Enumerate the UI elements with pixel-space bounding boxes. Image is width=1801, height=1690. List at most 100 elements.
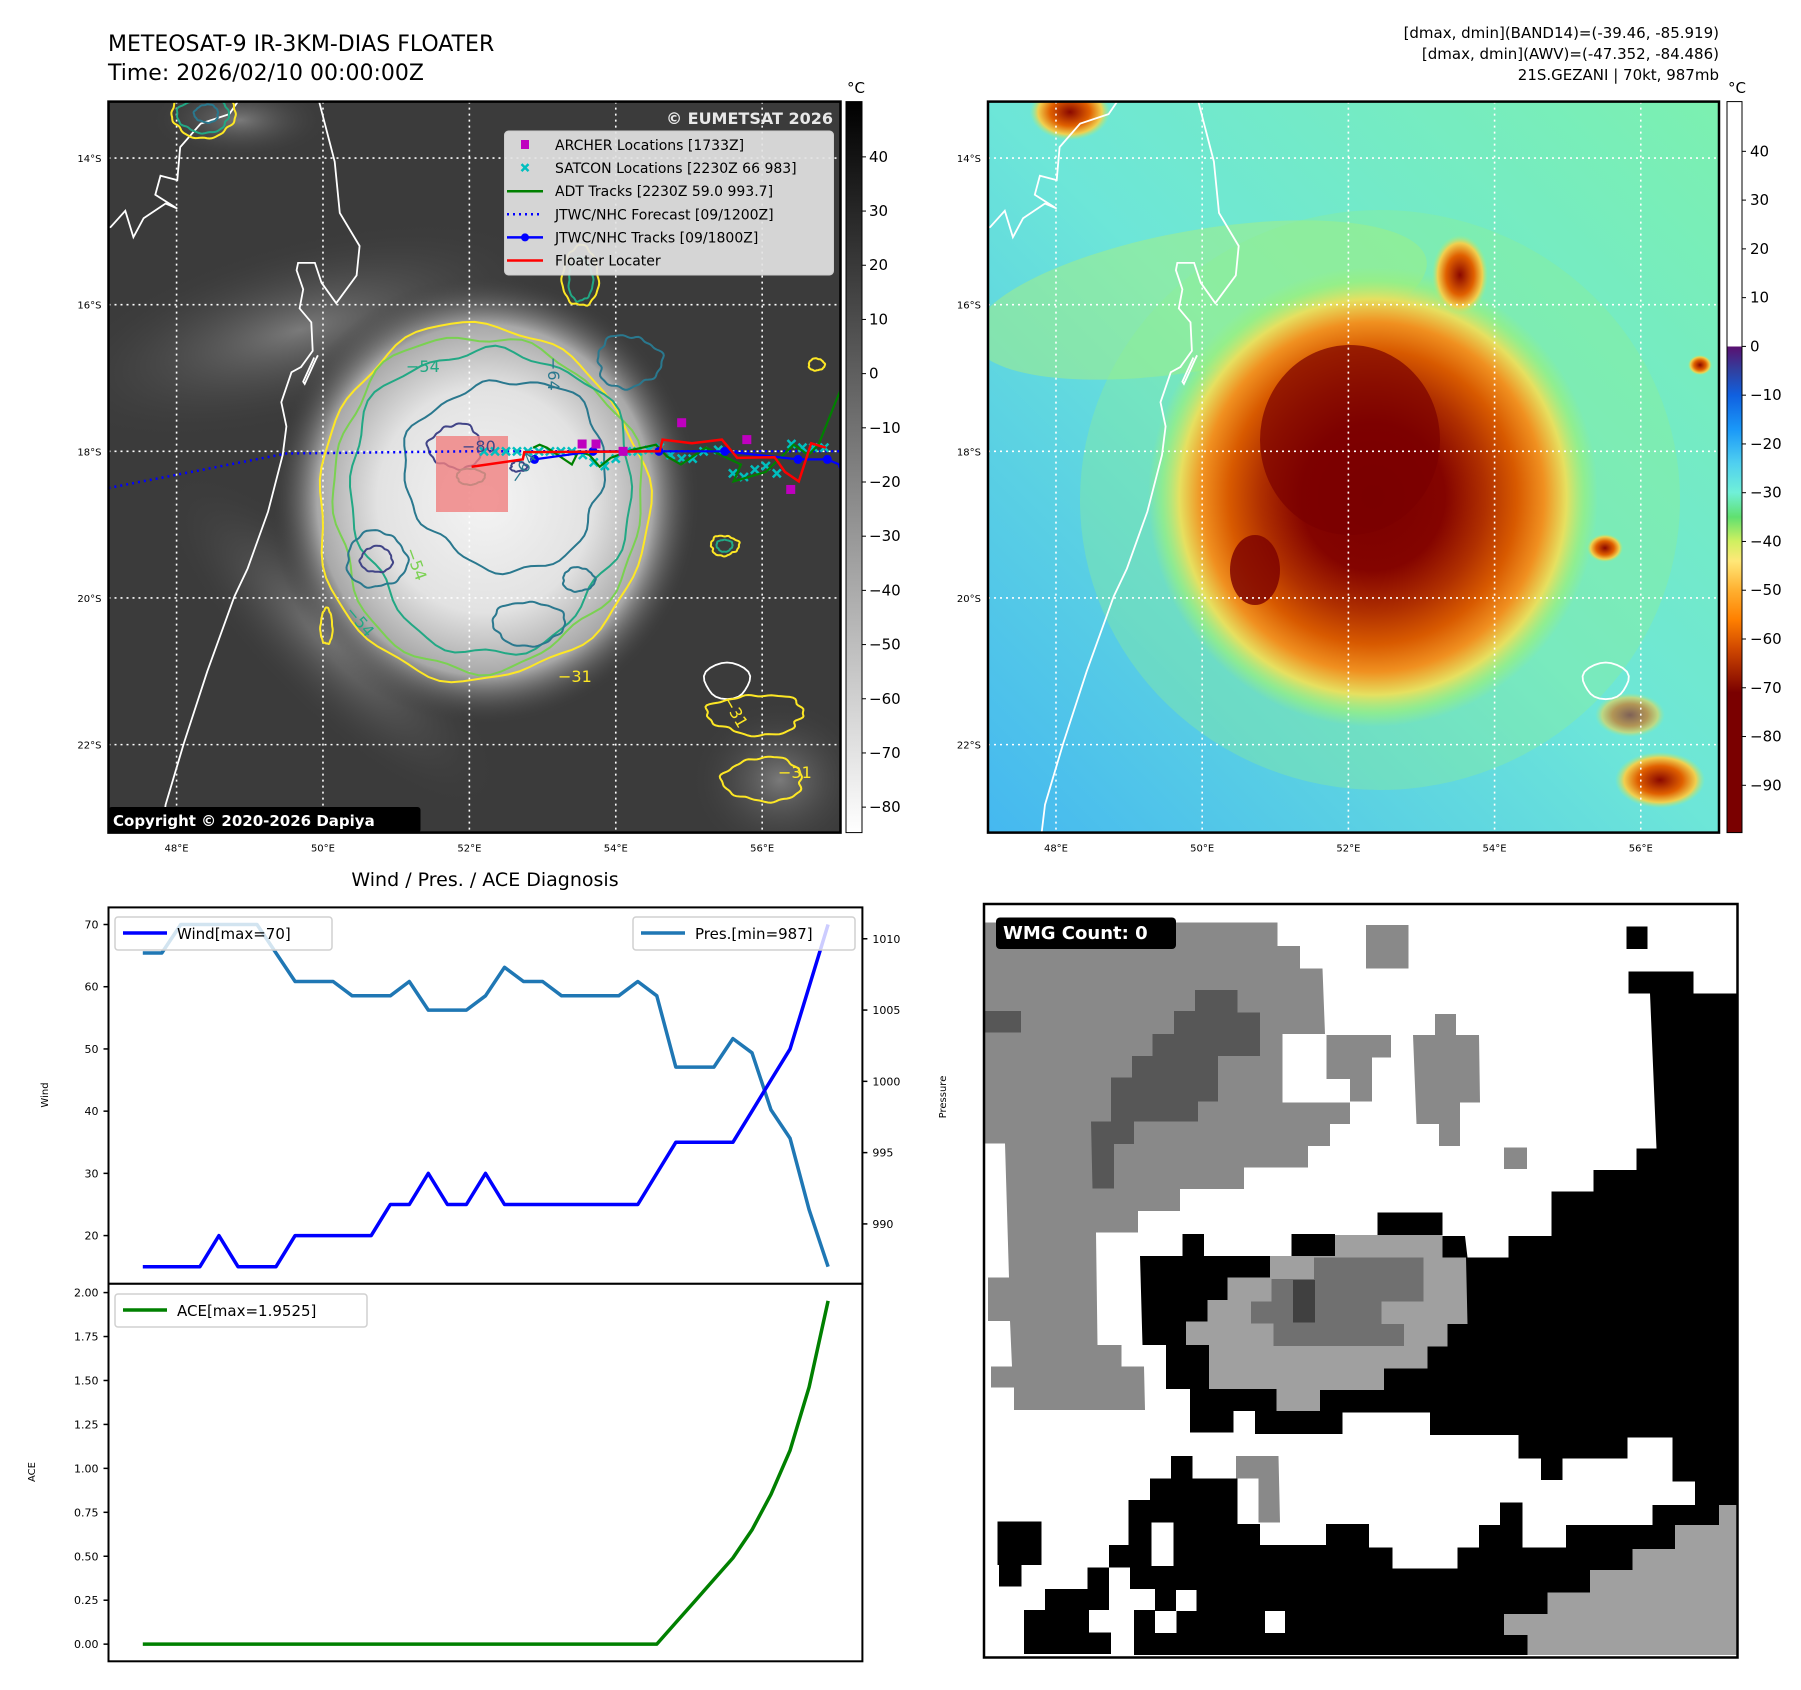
lon-tick-label: 50°E: [311, 844, 335, 855]
colorbar-tick-label: −10: [869, 419, 901, 437]
colorbar-tick-label: −70: [1750, 679, 1782, 697]
colorbar-tick-label: −20: [869, 473, 901, 491]
jtwc-track-point: [822, 454, 832, 464]
lat-tick-label: 16°S: [957, 301, 981, 312]
colorbar-tick-label: −70: [869, 744, 901, 762]
legend-item: JTWC/NHC Forecast [09/1200Z]: [507, 207, 774, 223]
colorbar-tick-label: 40: [1750, 142, 1769, 160]
map-legend: ARCHER Locations [1733Z] SATCON Locations…: [504, 130, 834, 276]
pressure-axis-label: Pressure: [938, 1076, 949, 1119]
colorbar-tick-label: −60: [1750, 630, 1782, 648]
coastline-segment: [302, 354, 319, 386]
archer-marker: [786, 484, 796, 494]
colorbar-tick-label: −30: [1750, 484, 1782, 502]
ace-tick-label: 0.25: [74, 1594, 99, 1607]
contour-line: [318, 320, 653, 684]
contour-line: [491, 600, 567, 648]
adt-track: [532, 387, 841, 484]
map-gridlines: [988, 101, 1719, 833]
colorbar-tick-label: −50: [1750, 581, 1782, 599]
colorbar-tick-label: −80: [1750, 728, 1782, 746]
lon-tick-label: 54°E: [604, 844, 628, 855]
figure-title: METEOSAT-9 IR-3KM-DIAS FLOATER: [108, 32, 494, 57]
ace-tick-label: 1.50: [74, 1374, 99, 1387]
ace-tick-label: 1.00: [74, 1462, 99, 1475]
copyright-box: [108, 807, 421, 833]
coastline: [988, 101, 1630, 833]
satcon-marker: [512, 446, 522, 457]
legend-item: SATCON Locations [2230Z 66 983]: [520, 161, 797, 177]
jtwc-track-point: [720, 446, 730, 456]
temperature-contours: [170, 101, 827, 804]
lat-tick-label: 14°S: [957, 154, 981, 165]
contour-line: [718, 755, 803, 804]
contour-line: [704, 693, 805, 738]
awv-range-text: [dmax, dmin](AWV)=(-47.352, -84.486): [1422, 45, 1719, 63]
band14-range-text: [dmax, dmin](BAND14)=(-39.46, -85.919): [1404, 24, 1719, 42]
pressure-tick-label: 1010: [872, 933, 900, 946]
contour-label: −64: [544, 357, 563, 391]
colorbar-tick-label: 10: [869, 310, 888, 328]
awv-map[interactable]: [961, 84, 1721, 847]
cloud-band: [690, 700, 841, 833]
satcon-marker: [599, 461, 610, 471]
left-map-axis-labels: 48°E 50°E 52°E 54°E 56°E 14°S 16°S 18°S 20°S 22°S: [77, 154, 774, 855]
lat-tick-label: 22°S: [957, 741, 981, 752]
map-frame: [986, 100, 1721, 834]
chart-legend: Pres.[min=987]: [632, 916, 856, 951]
wind-tick-label: 50: [85, 1043, 99, 1056]
colorbar-tick-label: −90: [1750, 776, 1782, 794]
legend-item: ADT Tracks [2230Z 59.0 993.7]: [507, 184, 773, 200]
colorbar-tick-label: 10: [1750, 289, 1769, 307]
wind-tick-label: 70: [85, 919, 99, 932]
storm-info-text: 21S.GEZANI | 70kt, 987mb: [1518, 66, 1719, 84]
jtwc-track-point: [793, 454, 803, 464]
ace-series-line: [142, 1300, 830, 1646]
satcon-marker: [490, 446, 500, 457]
ace-tick-label: 1.75: [74, 1331, 99, 1344]
colorbar-tick-label: 30: [1750, 191, 1769, 209]
ace-tick-label: 1.25: [74, 1418, 99, 1431]
archer-marker: [742, 435, 752, 445]
coastline-segment: [161, 101, 361, 833]
legend-label: Wind[max=70]: [177, 925, 291, 943]
satcon-marker: [501, 446, 511, 457]
legend-label: ARCHER Locations [1733Z]: [555, 138, 744, 154]
colorbar-tick-label: 0: [869, 365, 879, 383]
colorbar-tick-label: −30: [869, 527, 901, 545]
archer-marker: [618, 446, 628, 456]
satcon-marker: [749, 464, 760, 475]
ace-tick-label: 0.75: [74, 1506, 99, 1519]
contour-line: [715, 538, 734, 553]
lon-tick-label: 54°E: [1483, 844, 1507, 855]
contour-line: [345, 529, 410, 589]
reunion-island-outline: [702, 661, 752, 701]
eumetsat-watermark: © EUMETSAT 2026: [666, 109, 833, 128]
contour-label: −31: [778, 763, 812, 782]
figure-time: Time: 2026/02/10 00:00:00Z: [107, 61, 424, 86]
colorbar-tick-label: 0: [1750, 337, 1760, 355]
contour-label: −54: [406, 357, 440, 376]
ace-tick-label: 0.50: [74, 1550, 99, 1563]
legend-label: ADT Tracks [2230Z 59.0 993.7]: [555, 184, 773, 200]
coastline: [108, 101, 752, 833]
wind-tick-label: 40: [85, 1105, 99, 1118]
legend-label: ACE[max=1.9525]: [177, 1302, 316, 1320]
colorbar-tick-label: −50: [869, 636, 901, 654]
legend-box: [632, 916, 856, 951]
cloud-band: [108, 220, 553, 440]
wmg-grid: [984, 922, 1737, 1655]
colorbar-tick-label: 30: [869, 202, 888, 220]
ir-satellite-map[interactable]: −54 −64 −64 −54 −54 −31 −31 −31 −80 © EU…: [26, 80, 870, 860]
contour-line: [403, 379, 607, 576]
jtwc-track-point: [530, 454, 540, 464]
colorbar-tick-label: −20: [1750, 435, 1782, 453]
satcon-marker: [771, 468, 782, 479]
lat-tick-label: 18°S: [957, 447, 981, 458]
legend-square-icon: [521, 140, 529, 149]
legend-box: [504, 130, 834, 276]
contour-line: [331, 336, 643, 677]
lon-tick-label: 56°E: [750, 844, 774, 855]
archer-marker: [577, 439, 587, 449]
